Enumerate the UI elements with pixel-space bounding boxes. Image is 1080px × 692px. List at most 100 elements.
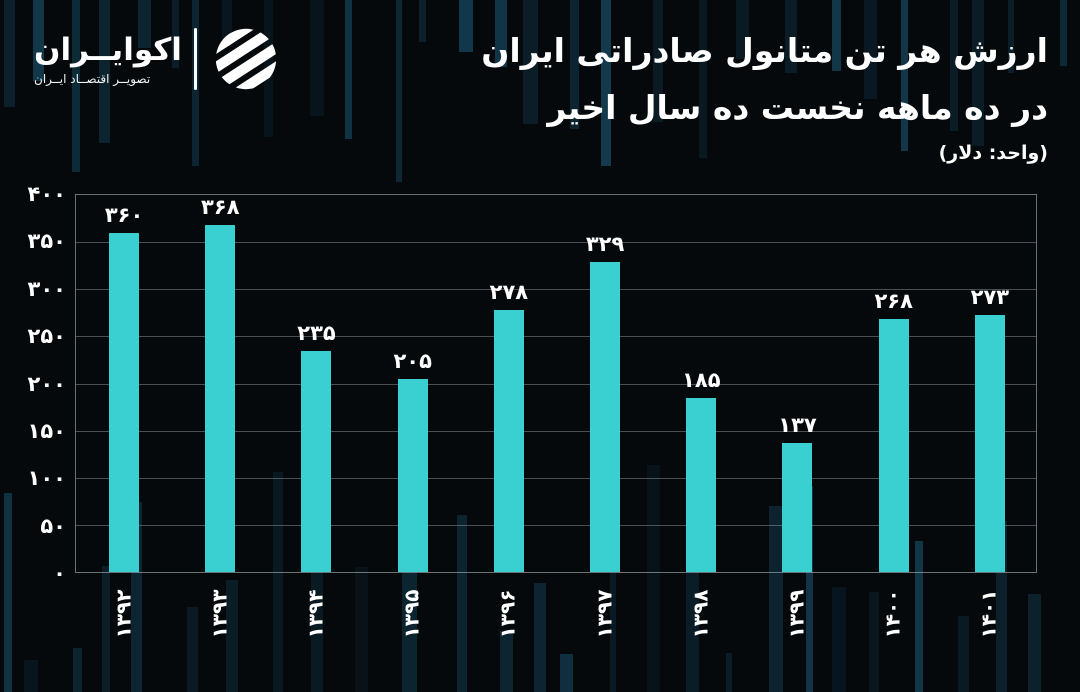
decorative-stripe xyxy=(419,0,427,43)
chart-title-line2: در ده ماهه نخست ده سال اخیر xyxy=(547,88,1048,127)
x-axis-label: ۱۳۹۶ xyxy=(460,576,556,652)
gridline xyxy=(76,289,1036,291)
x-axis-label-text: ۱۳۹۴ xyxy=(303,589,328,639)
x-axis-label-text: ۱۳۹۵ xyxy=(399,589,424,639)
x-axis-label: ۱۳۹۴ xyxy=(267,576,363,652)
y-axis-tick-label: ۲۵۰ xyxy=(27,324,66,349)
bar-slot: ۲۷۸ xyxy=(461,195,557,572)
decorative-stripe xyxy=(522,0,538,125)
decorative-stripe xyxy=(345,0,353,139)
decorative-stripe xyxy=(72,648,82,692)
decorative-stripe xyxy=(494,0,507,67)
chart-unit-label: (واحد: دلار) xyxy=(938,142,1048,164)
y-axis-tick-label: ۲۰۰ xyxy=(27,371,66,396)
bar-value-label: ۲۷۸ xyxy=(489,280,529,304)
bar-slot: ۳۶۸ xyxy=(172,195,268,572)
chart-title-line1: ارزش هر تن متانول صادراتی ایران xyxy=(481,31,1048,70)
x-axis-label: ۱۳۹۲ xyxy=(75,576,171,652)
bar xyxy=(974,314,1005,572)
gridline xyxy=(76,242,1036,244)
decorative-stripe xyxy=(560,654,574,692)
y-axis-tick-label: ۳۵۰ xyxy=(27,229,66,254)
brand-logo: اکوایــران تصویــر اقتصــاد ایــران xyxy=(34,20,283,98)
gridline xyxy=(76,383,1036,385)
bar-slot: ۲۰۵ xyxy=(365,195,461,572)
bar-value-label: ۱۸۵ xyxy=(682,367,721,392)
decorative-stripe xyxy=(137,0,152,48)
decorative-stripe xyxy=(222,0,233,46)
decorative-stripe xyxy=(768,505,784,692)
brand-tagline: تصویــر اقتصــاد ایــران xyxy=(34,72,151,86)
bar xyxy=(493,310,524,572)
x-axis-label: ۱۳۹۷ xyxy=(556,576,652,652)
bar xyxy=(878,319,909,572)
decorative-stripe xyxy=(735,0,749,60)
decorative-stripe xyxy=(1059,0,1068,66)
bar-slot: ۱۳۷ xyxy=(749,195,845,572)
decorative-stripe xyxy=(4,493,13,692)
decorative-stripe xyxy=(1007,0,1014,74)
decorative-stripe xyxy=(600,0,611,167)
x-axis-label-text: ۱۳۹۷ xyxy=(592,589,617,639)
x-axis-label-text: ۱۳۹۹ xyxy=(784,589,809,639)
x-axis-label-text: ۱۳۹۶ xyxy=(495,589,520,639)
decorative-stripe xyxy=(4,0,16,108)
decorative-stripe xyxy=(698,0,708,158)
decorative-stripe xyxy=(996,520,1007,692)
x-axis-label-text: ۱۳۹۲ xyxy=(111,589,136,639)
y-axis-tick-label: ۱۰۰ xyxy=(27,466,66,491)
bar-slot: ۲۷۳ xyxy=(942,195,1038,572)
x-axis-label: ۱۳۹۳ xyxy=(171,576,267,652)
decorative-stripe xyxy=(863,0,877,99)
x-axis-label-text: ۱۳۹۸ xyxy=(688,589,713,639)
decorative-stripe xyxy=(311,514,323,692)
brand-text-block: اکوایــران تصویــر اقتصــاد ایــران xyxy=(34,32,182,86)
gridline xyxy=(76,524,1036,526)
decorative-stripe xyxy=(309,0,324,117)
decorative-stripe xyxy=(806,485,813,692)
y-axis-tick-label: ۵۰ xyxy=(40,513,66,538)
decorative-stripe xyxy=(686,558,699,692)
decorative-stripe xyxy=(725,653,733,692)
decorative-stripe xyxy=(500,630,513,692)
decorative-stripe xyxy=(647,464,661,692)
bar xyxy=(109,232,140,572)
decorative-stripe xyxy=(652,0,663,122)
x-axis-label: ۱۳۹۸ xyxy=(652,576,748,652)
decorative-stripe xyxy=(458,0,474,52)
logo-divider xyxy=(193,28,197,90)
bar xyxy=(686,397,717,572)
bar-slot: ۲۳۵ xyxy=(268,195,364,572)
y-axis-tick-label: ۴۰۰ xyxy=(27,182,66,206)
bar-slot: ۲۶۸ xyxy=(846,195,942,572)
plot-area: ۳۶۰ ۳۶۸ ۲۳۵ ۲۰۵ ۲۷۸ ۳۲۹ ۱۸۵ ۱۳۷ ۲۶۸ ۲۷۳ xyxy=(75,194,1037,573)
decorative-stripe xyxy=(971,0,985,147)
decorative-stripe xyxy=(534,583,546,692)
decorative-stripe xyxy=(187,607,199,692)
x-axis-label-text: ۱۴۰۰ xyxy=(880,589,905,639)
decorative-stripe xyxy=(102,565,111,692)
y-axis-tick-label: ۱۵۰ xyxy=(27,418,66,443)
decorative-stripe xyxy=(33,0,45,81)
bar-value-label: ۲۷۳ xyxy=(970,284,1010,309)
decorative-stripe xyxy=(957,615,970,692)
decorative-stripe xyxy=(950,0,959,131)
x-axis-label-text: ۱۴۰۱ xyxy=(976,589,1001,639)
brand-name: اکوایــران xyxy=(34,32,182,68)
bar-value-label: ۳۶۸ xyxy=(201,195,240,220)
decorative-stripe xyxy=(456,515,468,692)
decorative-stripe xyxy=(24,659,38,692)
bar-slot: ۳۲۹ xyxy=(557,195,653,572)
bar-value-label: ۲۳۵ xyxy=(297,320,336,345)
y-axis-tick-label: ۳۰۰ xyxy=(27,276,66,301)
bar-value-label: ۱۳۷ xyxy=(778,412,817,437)
chart-header: ارزش هر تن متانول صادراتی ایران در ده ما… xyxy=(481,22,1048,164)
x-axis-label: ۱۴۰۰ xyxy=(845,576,941,652)
bar-value-label: ۲۰۵ xyxy=(393,348,432,373)
bar xyxy=(590,261,621,572)
decorative-stripe xyxy=(395,0,403,182)
decorative-stripe xyxy=(354,566,368,692)
